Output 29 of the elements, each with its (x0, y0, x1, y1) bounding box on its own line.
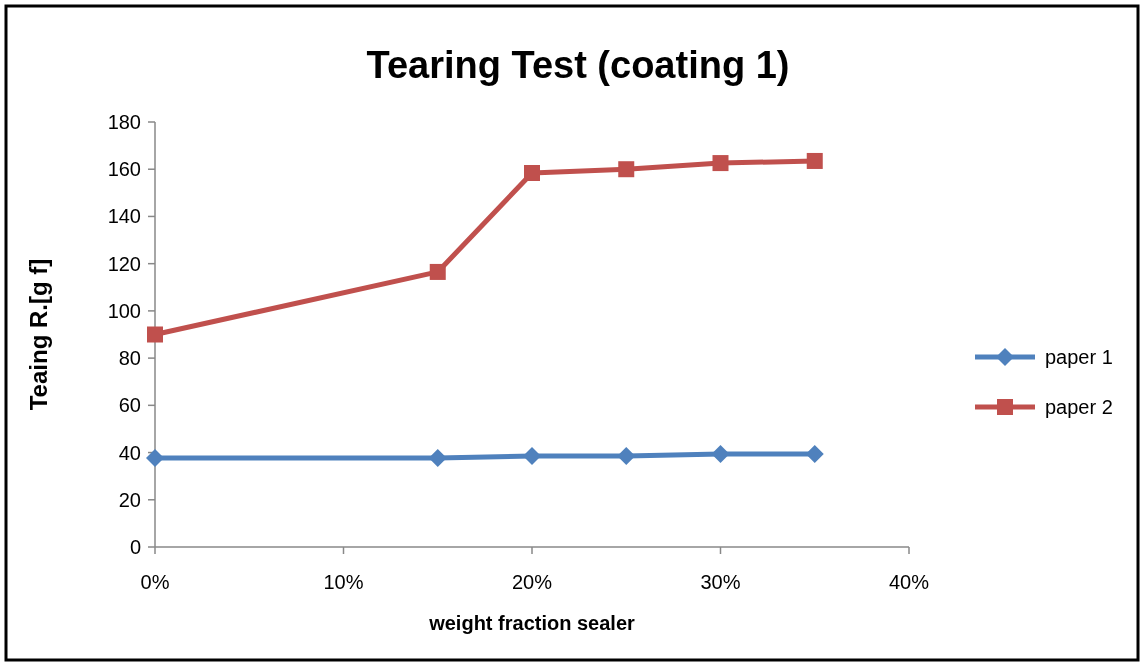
y-tick-label: 80 (118, 347, 141, 370)
point (711, 444, 730, 463)
legend-label: paper 1 (1045, 346, 1113, 368)
y-tick-label: 0 (129, 536, 141, 558)
x-axis-title: weight fraction sealer (428, 612, 636, 634)
x-tick-label: 30% (700, 571, 741, 593)
x-tick-label: 20% (511, 571, 553, 593)
point (524, 165, 540, 181)
y-tick-label: 140 (107, 205, 141, 228)
y-tick-label: 120 (107, 252, 141, 275)
y-tick-label: 100 (107, 299, 141, 322)
point (429, 263, 446, 280)
point (523, 447, 541, 466)
x-tick-label: 40% (888, 571, 930, 593)
x-tick-label: 0% (140, 571, 170, 593)
y-tick-label: 60 (118, 394, 141, 417)
x-tick-label: 10% (323, 571, 364, 593)
point (806, 152, 823, 169)
y-axis-title: Teaing R.[g f] (25, 258, 52, 411)
point (618, 161, 635, 178)
y-tick-label: 20 (118, 488, 141, 511)
point (712, 155, 729, 172)
chart-title: Tearing Test (coating 1) (366, 44, 790, 86)
y-tick-label: 40 (118, 441, 141, 464)
point (146, 448, 164, 467)
y-tick-label: 160 (107, 158, 141, 181)
point (147, 326, 163, 343)
legend-label: paper 2 (1045, 396, 1113, 418)
y-tick-label: 180 (107, 111, 141, 133)
